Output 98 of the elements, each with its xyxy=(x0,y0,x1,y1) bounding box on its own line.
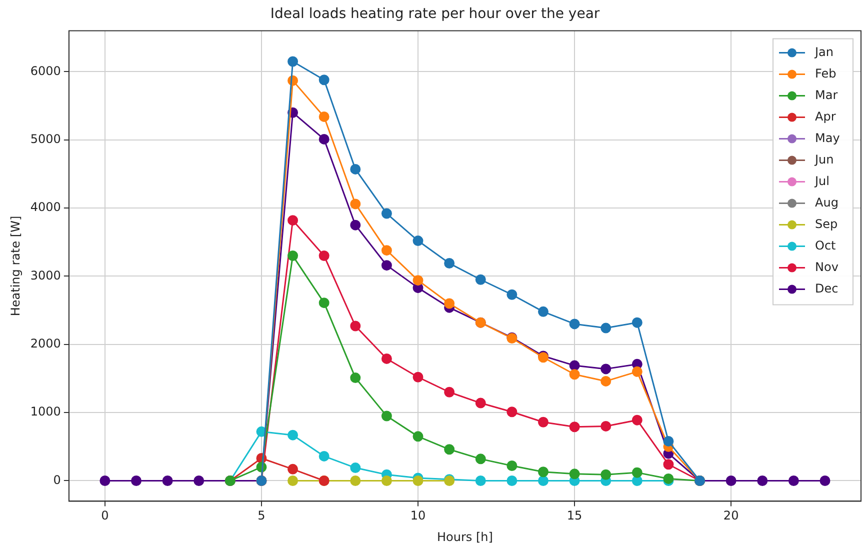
point xyxy=(412,372,424,382)
point xyxy=(412,431,424,442)
point xyxy=(412,236,424,246)
legend-label: Sep xyxy=(815,216,838,231)
point xyxy=(412,275,424,286)
point xyxy=(632,467,642,478)
point xyxy=(475,398,486,408)
point xyxy=(318,134,330,144)
y-tick-label: 2000 xyxy=(30,336,61,351)
point xyxy=(381,476,392,486)
point xyxy=(288,430,298,440)
legend-label: Aug xyxy=(815,195,838,210)
x-axis-title: Hours [h] xyxy=(436,530,493,544)
point xyxy=(663,459,674,470)
point xyxy=(318,111,330,122)
point xyxy=(350,476,361,486)
y-tick-label: 5000 xyxy=(30,132,61,146)
y-tick-label: 3000 xyxy=(30,268,61,282)
legend-label: Nov xyxy=(815,260,838,274)
point xyxy=(381,260,392,271)
point xyxy=(350,372,361,384)
point xyxy=(350,198,361,210)
point xyxy=(506,289,518,300)
x-tick-label: 0 xyxy=(101,508,109,523)
point xyxy=(600,376,612,386)
legend-label: Jun xyxy=(814,152,834,166)
point xyxy=(632,317,642,328)
point xyxy=(632,414,642,426)
point xyxy=(444,298,455,309)
point xyxy=(475,454,486,464)
legend-label: Mar xyxy=(815,88,838,102)
legend-label: May xyxy=(815,130,840,145)
point xyxy=(757,476,768,486)
point xyxy=(288,56,298,67)
point xyxy=(538,476,548,486)
y-tick-label: 1000 xyxy=(30,404,61,419)
point xyxy=(381,245,392,256)
point xyxy=(600,420,612,432)
point xyxy=(475,274,486,285)
point xyxy=(444,386,455,398)
point xyxy=(318,74,330,86)
legend-label: Feb xyxy=(815,66,836,80)
point xyxy=(538,306,548,317)
point xyxy=(194,476,204,486)
legend-label: Apr xyxy=(815,109,836,124)
x-tick-label: 10 xyxy=(410,508,426,523)
point xyxy=(350,462,361,474)
point xyxy=(569,360,580,371)
point xyxy=(506,406,518,418)
y-tick-label: 0 xyxy=(53,472,61,487)
point xyxy=(475,476,486,486)
point xyxy=(569,422,580,432)
legend-label: Jul xyxy=(814,174,830,188)
point xyxy=(318,450,330,462)
point xyxy=(444,444,455,455)
point xyxy=(820,476,830,486)
chart-title: Ideal loads heating rate per hour over the year xyxy=(270,6,600,22)
point xyxy=(600,469,612,480)
point xyxy=(506,476,518,486)
point xyxy=(100,476,110,486)
point xyxy=(538,466,548,478)
point xyxy=(288,250,298,262)
x-tick-label: 15 xyxy=(566,508,582,523)
point xyxy=(381,410,392,422)
point xyxy=(569,318,580,330)
point xyxy=(600,322,612,334)
point xyxy=(726,476,736,486)
legend-label: Oct xyxy=(815,238,836,252)
point xyxy=(288,215,298,226)
point xyxy=(632,366,642,377)
point xyxy=(381,353,392,364)
point xyxy=(600,364,612,374)
point xyxy=(381,208,392,219)
y-tick-label: 6000 xyxy=(30,64,61,78)
point xyxy=(288,476,298,486)
y-axis-title: Heating rate [W] xyxy=(8,216,22,316)
point xyxy=(350,320,361,332)
y-tick-label: 4000 xyxy=(30,200,61,214)
point xyxy=(288,464,298,474)
point xyxy=(350,220,361,230)
point xyxy=(412,476,424,486)
point xyxy=(663,473,674,484)
point xyxy=(569,369,580,380)
legend-label: Jan xyxy=(814,44,834,59)
point xyxy=(506,460,518,471)
point xyxy=(318,298,330,308)
point xyxy=(444,258,455,269)
x-tick-label: 20 xyxy=(723,508,739,523)
point xyxy=(663,436,674,446)
point xyxy=(131,476,142,486)
point xyxy=(569,468,580,480)
point xyxy=(350,164,361,174)
point xyxy=(318,250,330,262)
point xyxy=(538,416,548,428)
legend-label: Dec xyxy=(815,281,838,296)
point xyxy=(788,476,799,486)
x-tick-label: 5 xyxy=(258,508,266,523)
point xyxy=(162,476,173,486)
